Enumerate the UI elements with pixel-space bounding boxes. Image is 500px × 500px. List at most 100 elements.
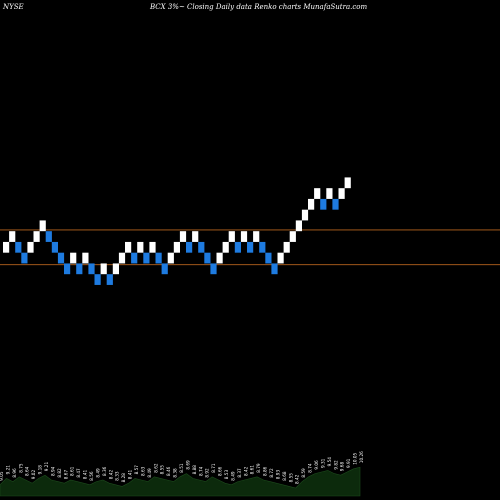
volume-label: 10.05	[353, 452, 358, 464]
brick-up	[82, 252, 89, 264]
volume-label: 8.46	[166, 466, 171, 476]
volume-label: 8.59	[301, 468, 306, 478]
volume-label: 8.49	[230, 471, 235, 481]
volume-label: 8.92	[205, 468, 210, 478]
brick-up	[295, 220, 302, 232]
brick-up	[222, 241, 229, 253]
brick-down	[106, 274, 113, 285]
brick-down	[51, 241, 58, 253]
chart-title: BCX 3%~ Closing Daily data Renko charts …	[150, 3, 368, 11]
brick-down	[234, 241, 241, 253]
volume-label: 8.55	[288, 473, 293, 483]
volume-label: 8.53	[224, 470, 229, 480]
brick-up	[179, 231, 187, 242]
brick-up	[39, 220, 46, 232]
volume-label: 9.06	[314, 460, 319, 470]
brick-down	[94, 274, 101, 285]
brick-up	[326, 188, 333, 199]
brick-up	[228, 231, 235, 242]
brick-up	[112, 263, 119, 275]
brick-up	[27, 241, 34, 253]
brick-up	[253, 231, 260, 242]
volume-label: 9.02	[31, 470, 36, 480]
volume-label: 9.91	[346, 458, 351, 468]
exchange-label: NYSE	[3, 3, 24, 11]
volume-label: 8.47	[76, 468, 81, 478]
volume-label: 9.82	[333, 460, 338, 470]
volume-label: 9.21	[5, 465, 10, 475]
volume-label: 8.33	[115, 471, 120, 481]
brick-up	[118, 252, 126, 264]
brick-down	[64, 263, 71, 275]
volume-label: 8.42	[243, 466, 248, 476]
volume-label: 8.93	[275, 470, 280, 480]
volume-label: 10.26	[359, 451, 364, 463]
brick-up	[338, 188, 345, 199]
volume-label: 8.49	[147, 468, 152, 478]
volume-label: 8.55	[160, 465, 165, 475]
volume-area	[0, 466, 361, 497]
brick-up	[283, 241, 290, 253]
volume-label: 8.61	[70, 466, 75, 476]
brick-up	[308, 198, 315, 210]
brick-down	[265, 252, 272, 264]
brick-up	[240, 231, 248, 242]
volume-label: 8.71	[211, 463, 216, 473]
brick-up	[33, 231, 40, 242]
brick-down	[131, 252, 138, 264]
brick-up	[167, 252, 174, 264]
brick-down	[155, 252, 162, 264]
brick-up	[216, 252, 223, 264]
brick-up	[173, 241, 180, 253]
brick-down	[57, 252, 65, 264]
volume-profile-area	[0, 466, 361, 497]
brick-down	[259, 241, 266, 253]
brick-down	[21, 252, 28, 264]
volume-label: 8.37	[237, 468, 242, 478]
volume-label: 8.41	[83, 470, 88, 480]
brick-up	[9, 231, 16, 242]
volume-label: 8.88	[192, 465, 197, 475]
volume-label: 8.51	[179, 463, 184, 473]
brick-down	[88, 263, 95, 275]
brick-down	[186, 241, 193, 253]
brick-down	[204, 252, 211, 264]
volume-label: 8.49	[95, 468, 100, 478]
volume-label: 8.66	[218, 466, 223, 476]
volume-label: 8.56	[89, 471, 94, 481]
volume-label: 8.86	[263, 466, 268, 476]
brick-down	[271, 263, 278, 275]
volume-label: 9.54	[327, 457, 332, 467]
volume-label: 8.28	[121, 473, 126, 483]
brick-down	[247, 241, 254, 253]
volume-label: 8.72	[269, 468, 274, 478]
brick-up	[344, 177, 351, 189]
volume-label: 8.68	[282, 471, 287, 481]
brick-up	[137, 241, 144, 253]
brick-up	[314, 188, 321, 199]
brick-down	[161, 263, 168, 275]
brick-up	[100, 263, 107, 275]
brick-down	[198, 241, 205, 253]
volume-label: 8.96	[12, 468, 17, 478]
brick-down	[320, 198, 327, 210]
volume-label: 8.82	[57, 468, 62, 478]
volume-label: 8.64	[25, 466, 30, 476]
volume-label: 8.36	[102, 466, 107, 476]
volume-label: 8.69	[185, 460, 190, 470]
renko-bricks	[3, 177, 351, 285]
brick-up	[149, 241, 156, 253]
volume-label: 9.05	[0, 471, 4, 481]
volume-label: 8.38	[173, 468, 178, 478]
volume-label: 8.94	[50, 466, 55, 476]
volume-labels: 9.059.21 8.968.75 8.64 9.029.18 9.218.94 8.82…	[0, 451, 364, 484]
brick-down	[15, 241, 22, 253]
reference-lines	[0, 229, 500, 266]
brick-up	[289, 231, 296, 242]
brick-down	[76, 263, 83, 275]
volume-label: 8.42	[295, 474, 300, 484]
volume-label: 8.41	[128, 470, 133, 480]
volume-label: 8.57	[134, 465, 139, 475]
volume-label: 8.79	[256, 463, 261, 473]
